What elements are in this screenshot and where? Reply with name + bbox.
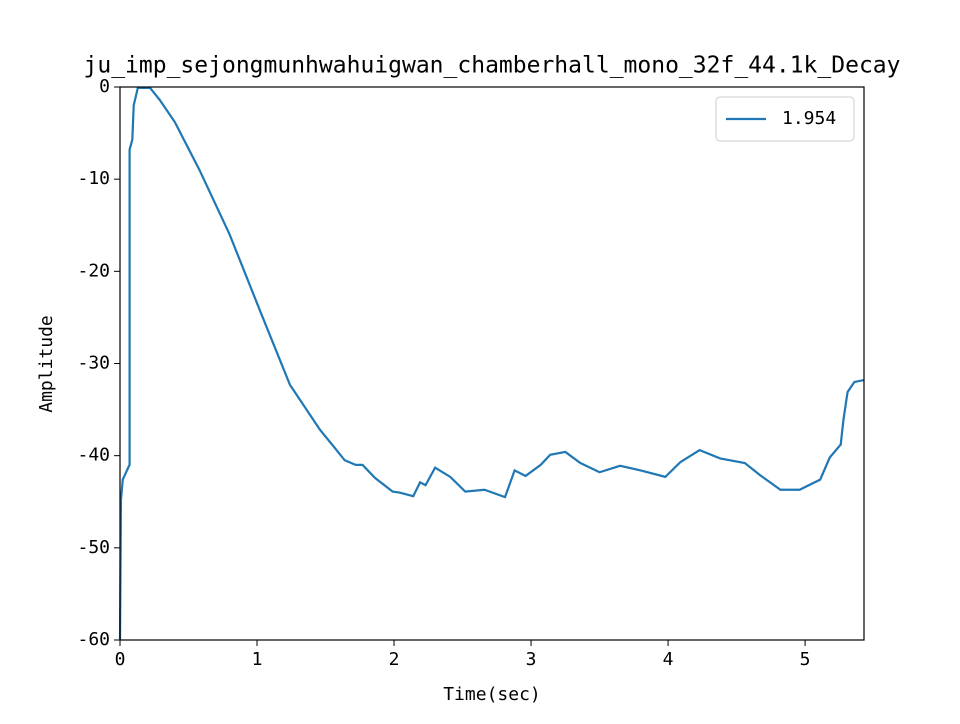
x-tick-label: 1 — [252, 649, 263, 670]
y-tick-label: 0 — [99, 76, 110, 97]
x-axis-label: Time(sec) — [443, 684, 541, 705]
y-tick-label: -40 — [77, 445, 110, 466]
x-tick-label: 3 — [526, 649, 537, 670]
chart-title: ju_imp_sejongmunhwahuigwan_chamberhall_m… — [84, 53, 901, 79]
x-tick-label: 4 — [663, 649, 674, 670]
y-tick-label: -60 — [77, 629, 110, 650]
y-tick-label: -20 — [77, 260, 110, 281]
data-line — [118, 86, 865, 641]
y-tick-label: -30 — [77, 353, 110, 374]
y-tick-label: -50 — [77, 537, 110, 558]
x-tick-label: 2 — [389, 649, 400, 670]
y-axis-label: Amplitude — [36, 315, 57, 413]
plot-frame — [119, 86, 865, 641]
legend-box — [715, 96, 855, 142]
x-tick-label: 0 — [115, 649, 126, 670]
legend-label: 1.954 — [782, 108, 836, 129]
y-tick-label: -10 — [77, 168, 110, 189]
x-tick-label: 5 — [800, 649, 811, 670]
